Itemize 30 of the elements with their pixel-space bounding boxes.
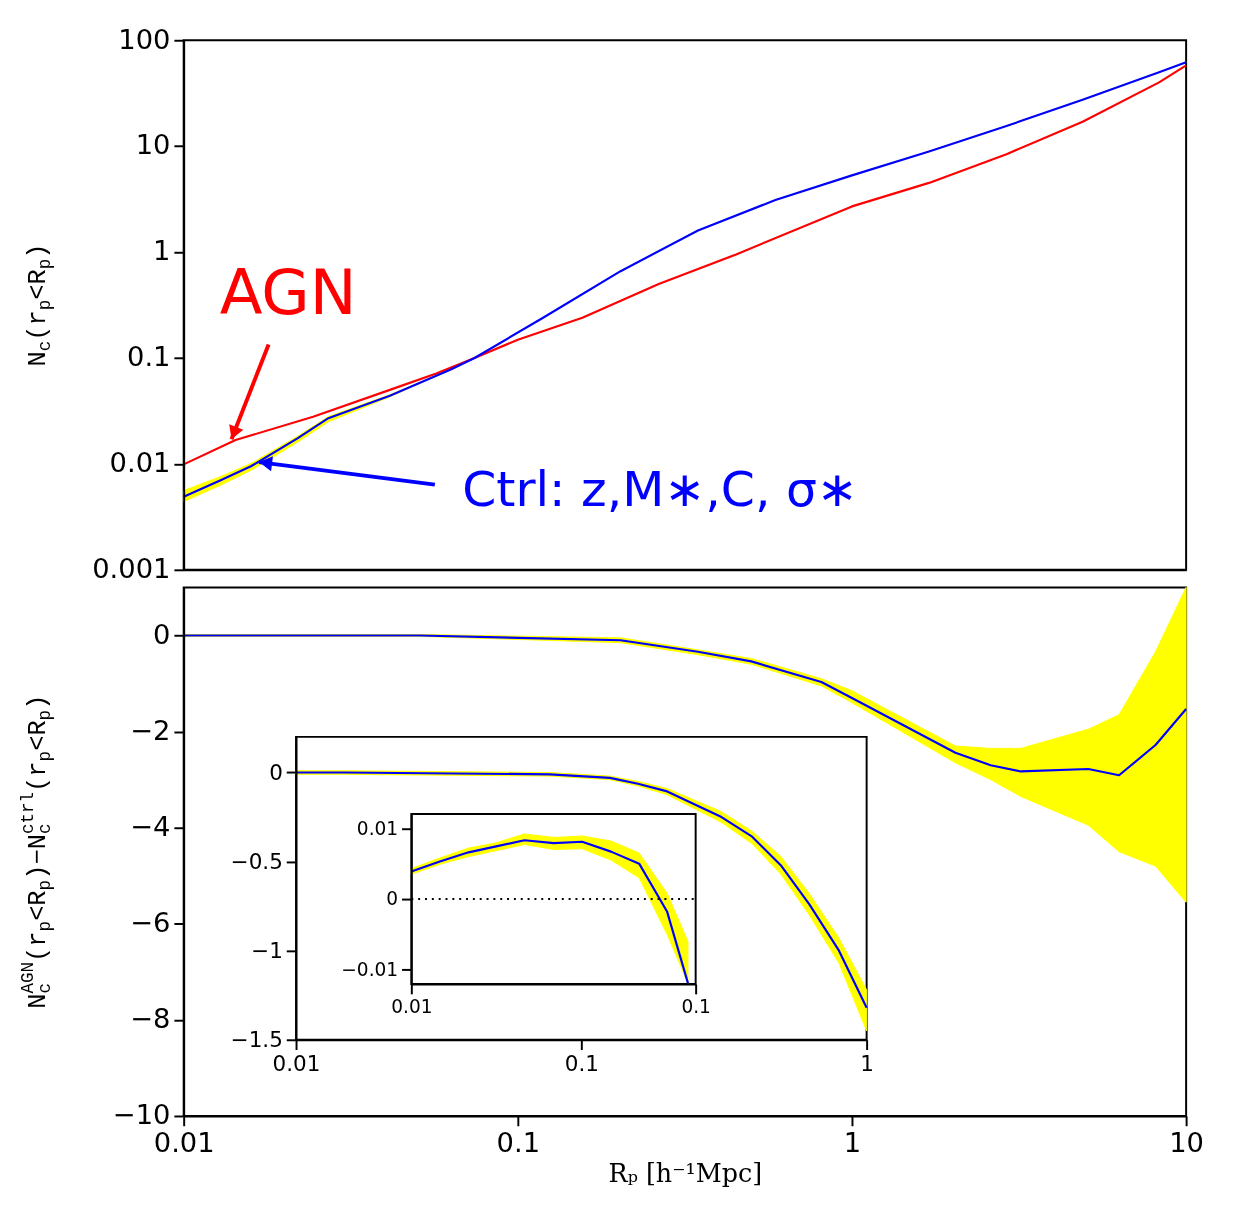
- y-tick-label: 1: [153, 235, 171, 267]
- y-tick-label: −8: [130, 1003, 171, 1035]
- y-tick-label: 0: [153, 618, 171, 650]
- x-tick-label: 1: [860, 1050, 874, 1076]
- x-tick-label: 10: [1169, 1126, 1205, 1158]
- y-tick-label: 0.01: [109, 447, 171, 479]
- y-tick-label: −2: [130, 714, 171, 746]
- y-tick-label: −0.01: [341, 959, 399, 981]
- y-tick-label: 0.001: [92, 553, 171, 585]
- annotation: Ctrl: z,M∗,C, σ∗: [462, 461, 858, 519]
- x-tick-label: 1: [843, 1126, 862, 1158]
- annotation: AGN: [219, 256, 357, 330]
- y-tick-label: 10: [135, 129, 171, 161]
- y-axis-title: Nc(rp<Rp): [23, 243, 55, 367]
- x-tick-label: 0.1: [496, 1126, 541, 1158]
- y-tick-label: −4: [130, 810, 171, 842]
- y-tick-label: −1.5: [230, 1027, 283, 1053]
- y-tick-label: 0: [269, 759, 283, 785]
- x-axis-title: Rₚ [h⁻¹Mpc]: [608, 1157, 763, 1188]
- y-tick-label: 0.01: [356, 817, 399, 839]
- x-tick-label: 0.01: [272, 1050, 321, 1076]
- y-tick-label: 100: [118, 23, 171, 55]
- y-tick-label: 0.1: [126, 341, 171, 373]
- y-tick-label: −0.5: [230, 848, 283, 874]
- y-tick-label: −6: [130, 907, 171, 939]
- x-tick-label: 0.1: [564, 1050, 599, 1076]
- y-tick-label: −10: [112, 1099, 171, 1131]
- y-tick-label: 0: [386, 888, 399, 910]
- y-tick-label: −1: [251, 938, 283, 964]
- text: NcAGN(rp<Rp)−Ncctrl(rp<Rp): [18, 694, 55, 1009]
